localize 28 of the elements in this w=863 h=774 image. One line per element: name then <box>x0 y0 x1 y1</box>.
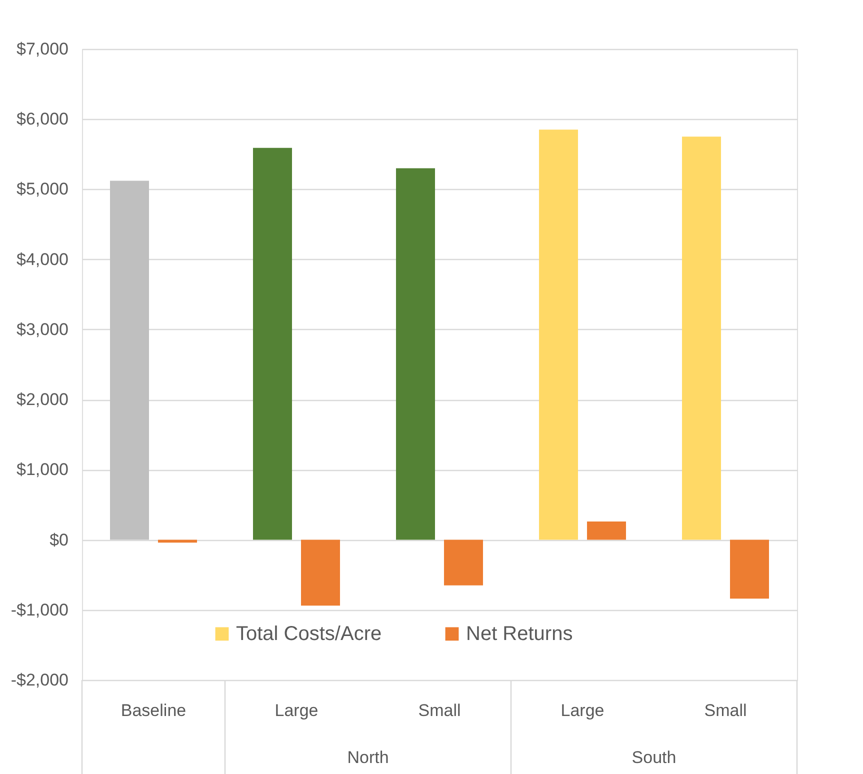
y-tick-label: $1,000 <box>16 460 68 480</box>
x-tick-label: Baseline <box>120 701 186 720</box>
bar <box>682 136 721 540</box>
bar <box>253 148 292 540</box>
y-tick-label: $3,000 <box>16 320 68 339</box>
bar <box>301 540 340 606</box>
y-tick-label: $7,000 <box>16 40 68 58</box>
x-tick-label: Small <box>418 701 461 720</box>
y-tick-label: -$1,000 <box>10 600 68 620</box>
bar <box>444 540 483 586</box>
bar <box>110 180 149 540</box>
y-tick-label: $4,000 <box>16 250 68 269</box>
text: North <box>347 748 389 767</box>
y-tick-label: $2,000 <box>16 390 68 410</box>
bar <box>730 540 769 599</box>
x-tick-label: Large <box>560 701 604 720</box>
bar <box>539 130 578 540</box>
bar <box>396 168 435 540</box>
y-tick-label: $6,000 <box>16 110 68 129</box>
x-tick-label: Small <box>704 701 747 720</box>
y-tick-label: $5,000 <box>16 180 68 199</box>
y-tick-label: -$2,000 <box>10 670 68 690</box>
text: South <box>632 748 676 767</box>
y-tick-label: $0 <box>50 530 68 550</box>
legend-label: Total Costs/Acre <box>236 622 382 645</box>
x-tick-label: Large <box>274 701 318 720</box>
bar <box>587 522 626 540</box>
legend-label: Net Returns <box>466 622 573 645</box>
